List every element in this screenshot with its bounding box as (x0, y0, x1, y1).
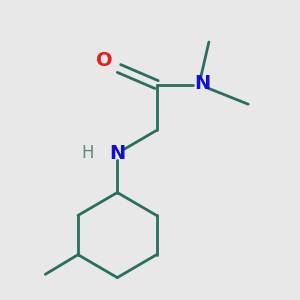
Text: N: N (194, 74, 211, 93)
Text: O: O (96, 50, 112, 70)
Text: H: H (82, 144, 94, 162)
Text: N: N (109, 144, 125, 163)
